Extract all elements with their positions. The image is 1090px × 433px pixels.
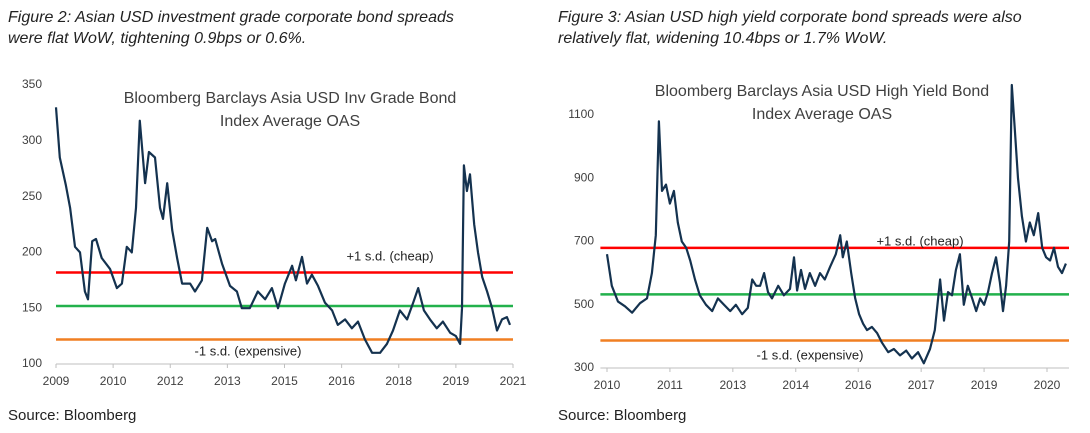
x-tick-label: 2016: [328, 374, 355, 388]
reference-label: -1 s.d. (expensive): [757, 347, 864, 362]
x-tick-label: 2013: [719, 378, 746, 392]
y-tick-label: 200: [22, 245, 42, 259]
x-tick-label: 2016: [845, 378, 872, 392]
chart-title: Bloomberg Barclays Asia USD Inv Grade Bo…: [124, 90, 457, 107]
series-line: [54, 107, 512, 354]
x-tick-label: 2014: [782, 378, 809, 392]
reference-label: +1 s.d. (cheap): [346, 248, 433, 263]
x-tick-label: 2012: [157, 374, 184, 388]
source-note: Source: Bloomberg: [8, 407, 136, 424]
chart: Figure 2: Asian USD investment grade cor…: [8, 9, 527, 424]
x-tick-label: 2019: [443, 374, 470, 388]
y-tick-label: 500: [574, 297, 594, 311]
figure-caption: relatively flat, widening 10.4bps or 1.7…: [558, 30, 887, 47]
y-tick-label: 350: [22, 77, 42, 91]
reference-label: -1 s.d. (expensive): [195, 343, 302, 358]
chart-title: Index Average OAS: [752, 106, 892, 123]
x-tick-label: 2021: [500, 374, 527, 388]
figure-caption: Figure 2: Asian USD investment grade cor…: [8, 9, 454, 26]
chart-title: Index Average OAS: [220, 113, 360, 130]
x-tick-label: 2013: [214, 374, 241, 388]
chart-title: Bloomberg Barclays Asia USD High Yield B…: [655, 83, 989, 100]
series-line: [605, 83, 1067, 365]
y-tick-label: 250: [22, 189, 42, 203]
x-tick-label: 2015: [271, 374, 298, 388]
x-tick-label: 2011: [657, 378, 683, 392]
x-tick-label: 2010: [594, 378, 621, 392]
x-tick-label: 2010: [100, 374, 127, 388]
y-tick-label: 300: [22, 133, 42, 147]
y-tick-label: 150: [22, 300, 42, 314]
reference-label: +1 s.d. (cheap): [876, 233, 963, 248]
chart: Figure 3: Asian USD high yield corporate…: [558, 9, 1069, 424]
x-tick-label: 2017: [908, 378, 935, 392]
y-tick-label: 1100: [568, 107, 594, 121]
figure-caption: were flat WoW, tightening 0.9bps or 0.6%…: [8, 30, 306, 47]
y-tick-label: 700: [574, 234, 594, 248]
y-tick-label: 100: [22, 356, 42, 370]
source-note: Source: Bloomberg: [558, 407, 686, 424]
figure-caption: Figure 3: Asian USD high yield corporate…: [558, 9, 1022, 26]
x-tick-label: 2020: [1034, 378, 1061, 392]
x-tick-label: 2009: [43, 374, 70, 388]
y-tick-label: 300: [574, 360, 594, 374]
x-tick-label: 2019: [971, 378, 998, 392]
y-tick-label: 900: [574, 170, 594, 184]
x-tick-label: 2018: [385, 374, 412, 388]
